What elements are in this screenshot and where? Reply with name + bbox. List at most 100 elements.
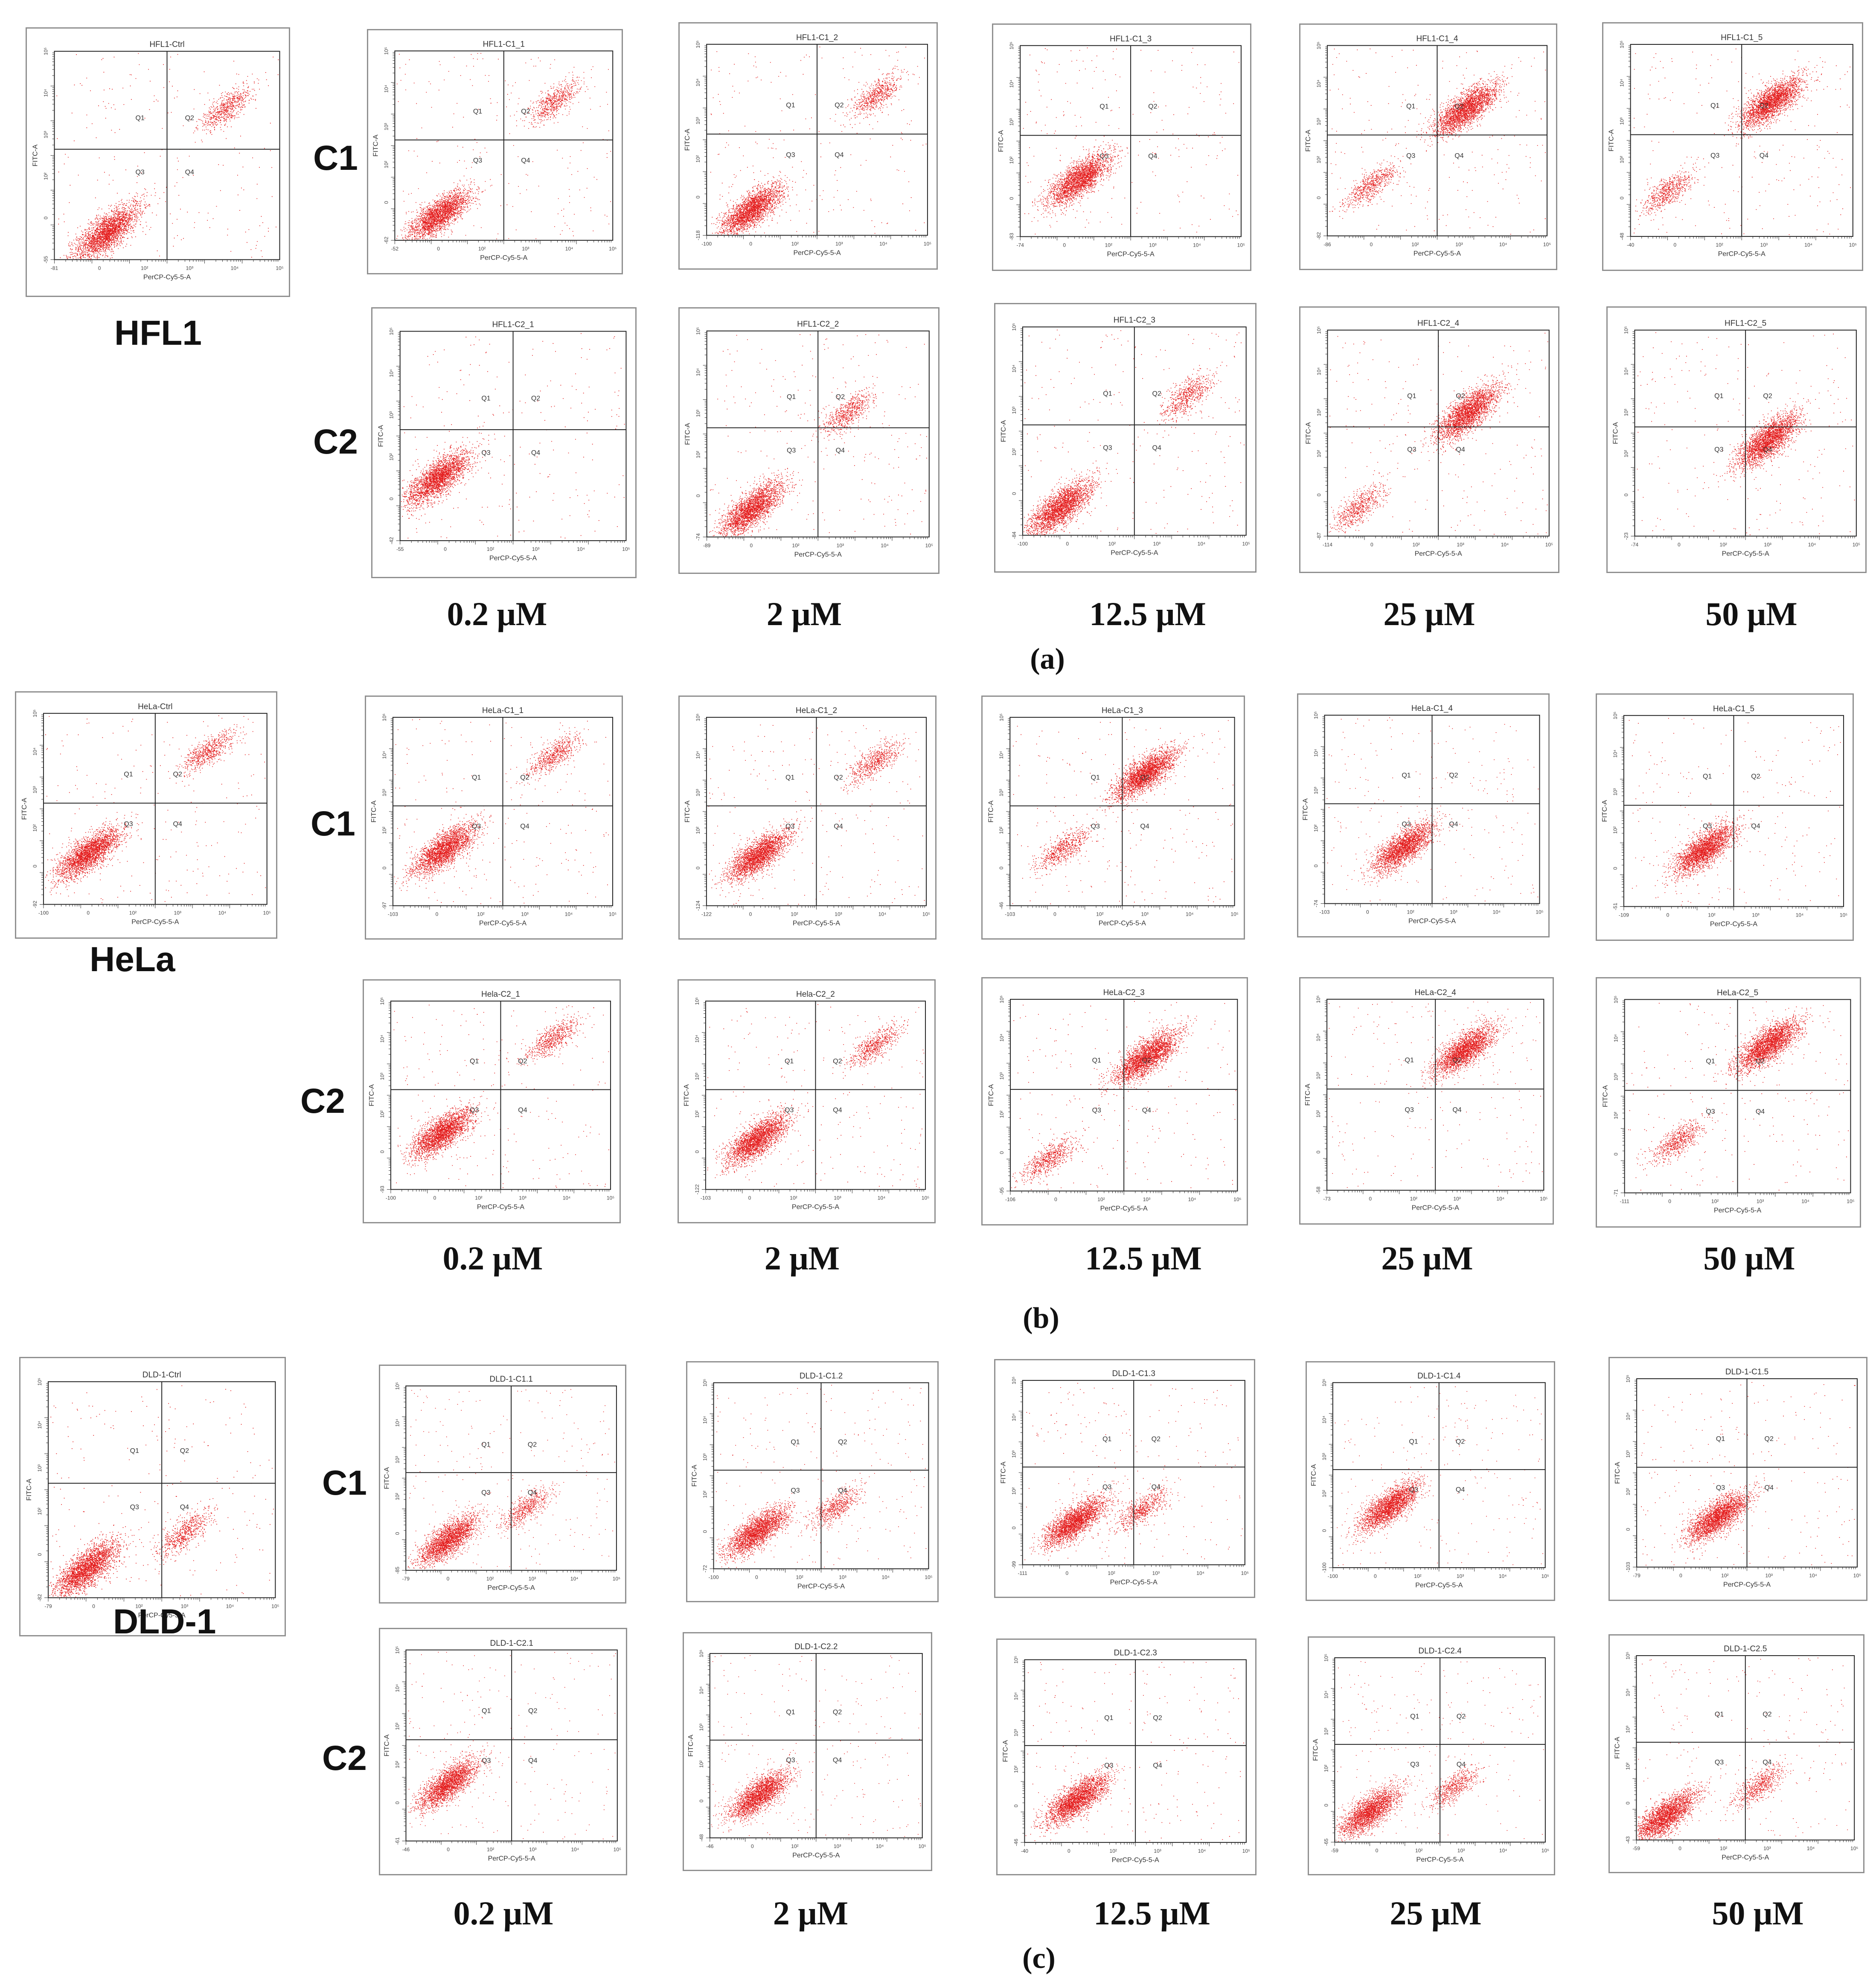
axis-ticks bbox=[1620, 1001, 1849, 1197]
y-tick-label: 0 bbox=[1013, 1804, 1019, 1807]
x-tick-label: 10⁴ bbox=[878, 911, 887, 917]
quadrant-label: Q3 bbox=[1406, 152, 1415, 160]
y-tick-label: 10⁴ bbox=[1613, 1034, 1619, 1042]
plot-title: HeLa-C1_5 bbox=[1713, 704, 1754, 713]
y-tick-label: 10³ bbox=[32, 786, 38, 793]
x-tick-label: 0 bbox=[92, 1603, 95, 1609]
y-tick-label: 10² bbox=[1625, 1763, 1631, 1770]
plot-title: HFL1-C2_3 bbox=[1114, 316, 1155, 325]
y-tick-label: 10² bbox=[1011, 1487, 1017, 1495]
quadrant-label: Q4 bbox=[836, 447, 845, 454]
x-tick-label: 0 bbox=[1066, 1570, 1069, 1576]
dot-plot: HFL1-C2_5 -74 0 10² 10³ 10⁴ 10⁵ -23 0 10² 10³ 10⁴ 10… bbox=[1612, 319, 1860, 558]
y-tick-label: 10³ bbox=[379, 1073, 385, 1080]
plot-hfl1-c2-4: HFL1-C2_4 -114 0 10² 10³ 10⁴ 10⁵ -87 0 10² 10³ 10⁴ 1… bbox=[1299, 306, 1559, 573]
quadrant-label: Q4 bbox=[521, 157, 530, 164]
quadrant-label: Q1 bbox=[1715, 1711, 1724, 1718]
y-tick-label: 10³ bbox=[1613, 1073, 1619, 1080]
y-tick-label: 0 bbox=[394, 1801, 400, 1804]
y-axis-label: FITC-A bbox=[684, 423, 692, 445]
scatter-points bbox=[56, 53, 279, 260]
quadrant-label: Q3 bbox=[1409, 1486, 1418, 1493]
x-tick-label: 10² bbox=[790, 1195, 797, 1201]
plot-hfl1-ctrl: HFL1-Ctrl -81 0 10² 10³ 10⁴ 10⁵ -55 0 10² 10³ 10⁴ 10… bbox=[26, 27, 290, 297]
plot-hela-c1-5: HeLa-C1_5 -109 0 10² 10³ 10⁴ 10⁵ -51 0 10² 10³ 10⁴ 1… bbox=[1596, 693, 1854, 941]
quadrant-label: Q1 bbox=[1092, 1057, 1101, 1064]
quadrant-label: Q2 bbox=[528, 1708, 537, 1715]
x-tick-label: 0 bbox=[87, 910, 90, 916]
quadrant-label: Q2 bbox=[835, 102, 843, 109]
y-tick-label: 0 bbox=[43, 216, 49, 219]
x-axis-label: PerCP-Cy5-5-A bbox=[480, 254, 527, 262]
concentration-label: 12.5 μM bbox=[1089, 595, 1206, 632]
scatter-points bbox=[1626, 1001, 1850, 1191]
x-tick-label: 10³ bbox=[1457, 541, 1464, 547]
quadrant-label: Q4 bbox=[1152, 444, 1161, 451]
plot-hfl1-c1-4: HFL1-C1_4 -86 0 10² 10³ 10⁴ 10⁵ -82 0 10² 10³ 10⁴ 10… bbox=[1299, 23, 1557, 270]
y-tick-label: 10⁵ bbox=[1613, 995, 1619, 1003]
x-axis-label: PerCP-Cy5-5-A bbox=[797, 1583, 845, 1590]
plot-dld1-c2-1: DLD-1-C2.1 -46 0 10² 10³ 10⁴ 10⁵ -61 0 10² 10³ 10⁴ 1… bbox=[379, 1628, 627, 1875]
y-tick-label: 10³ bbox=[1315, 1072, 1321, 1079]
dot-plot: DLD-1-Ctrl -79 0 10² 10³ 10⁴ 10⁵ -82 0 10² 10³ 10⁴ 1… bbox=[26, 1371, 279, 1619]
quadrant-label: Q2 bbox=[1152, 1436, 1161, 1443]
quadrant-label: Q2 bbox=[1153, 1714, 1162, 1722]
y-tick-label: 0 bbox=[1612, 867, 1618, 870]
plot-dld1-c1-5: DLD-1-C1.5 -79 0 10² 10³ 10⁴ 10⁵ -103 0 10² 10³ 10⁴… bbox=[1608, 1357, 1867, 1601]
x-axis-label: PerCP-Cy5-5-A bbox=[143, 274, 191, 281]
y-tick-label: 10⁵ bbox=[698, 1650, 704, 1657]
x-axis-label: PerCP-Cy5-5-A bbox=[1412, 1205, 1459, 1212]
y-tick-label: 10² bbox=[32, 824, 38, 832]
x-tick-label: 10² bbox=[1096, 911, 1103, 917]
concentration-label: 25 μM bbox=[1381, 1240, 1473, 1277]
quadrant-label: Q4 bbox=[1452, 1106, 1461, 1114]
y-tick-label: 10⁴ bbox=[381, 751, 387, 759]
quadrant-label: Q1 bbox=[1714, 393, 1723, 400]
x-tick-label: 10⁵ bbox=[1847, 1199, 1854, 1205]
plot-hfl1-c2-1: HFL1-C2_1 -55 0 10² 10³ 10⁴ 10⁵ -42 0 10² 10³ 10⁴ 10… bbox=[371, 307, 637, 578]
x-tick-label: -40 bbox=[1627, 242, 1635, 248]
x-tick-label: 10⁴ bbox=[577, 546, 585, 552]
y-tick-label: 10⁵ bbox=[1009, 42, 1015, 49]
x-tick-label: 10⁵ bbox=[1840, 912, 1847, 918]
quadrant-label: Q1 bbox=[1091, 774, 1100, 781]
x-tick-label: 0 bbox=[1376, 1848, 1379, 1854]
x-tick-label: 10⁵ bbox=[1242, 1848, 1250, 1854]
x-tick-label: 10⁵ bbox=[925, 1575, 932, 1580]
y-axis-label: FITC-A bbox=[21, 798, 28, 820]
x-tick-label: 10² bbox=[791, 241, 799, 247]
x-axis-label: PerCP-Cy5-5-A bbox=[794, 551, 842, 558]
quadrant-label: Q1 bbox=[1409, 1438, 1418, 1445]
plot-dld1-c2-5: DLD-1-C2.5 -59 0 10² 10³ 10⁴ 10⁵ -43 0 10² 10³ 10⁴ 1… bbox=[1608, 1634, 1864, 1873]
y-axis-label: FITC-A bbox=[1612, 422, 1619, 444]
quadrant-label: Q2 bbox=[1760, 102, 1768, 110]
x-tick-label: -89 bbox=[703, 542, 711, 548]
x-tick-label: 10² bbox=[1410, 1196, 1417, 1202]
plot-title: DLD-1-C1.5 bbox=[1725, 1368, 1768, 1377]
quadrant-label: Q3 bbox=[785, 1107, 794, 1114]
y-tick-label: 10⁴ bbox=[695, 79, 701, 87]
x-axis-label: PerCP-Cy5-5-A bbox=[792, 1204, 839, 1211]
x-tick-label: -106 bbox=[1005, 1196, 1015, 1202]
quadrant-label: Q3 bbox=[1405, 1106, 1414, 1114]
x-tick-label: -103 bbox=[388, 911, 398, 917]
quadrant-label: Q2 bbox=[1763, 1711, 1771, 1718]
x-tick-label: 10² bbox=[478, 246, 486, 252]
y-tick-label: 10⁵ bbox=[1619, 41, 1625, 48]
y-tick-label: 10² bbox=[1313, 824, 1319, 832]
y-tick-label: -103 bbox=[1625, 1562, 1631, 1572]
x-tick-label: 0 bbox=[1369, 1196, 1372, 1202]
quadrant-label: Q1 bbox=[481, 1441, 490, 1449]
axis-ticks bbox=[402, 1387, 615, 1575]
y-tick-label: -84 bbox=[1011, 531, 1017, 539]
dot-plot: DLD-1-C2.2 -46 0 10² 10³ 10⁴ 10⁵ -48 0 10² 10³ 10⁴ 1… bbox=[687, 1642, 926, 1859]
plot-title: HFL1-C1_2 bbox=[796, 33, 838, 42]
x-tick-label: 0 bbox=[750, 542, 753, 548]
y-tick-label: 10⁴ bbox=[389, 369, 395, 377]
dot-plot: HeLa-C1_1 -103 0 10² 10³ 10⁴ 10⁵ -97 0 10² 10³ 10⁴ 1… bbox=[370, 706, 617, 927]
x-tick-label: 10² bbox=[792, 542, 799, 548]
concentration-label: 50 μM bbox=[1705, 595, 1797, 632]
x-tick-label: -73 bbox=[1323, 1196, 1331, 1202]
axis-ticks bbox=[706, 1654, 921, 1842]
quadrant-label: Q2 bbox=[833, 1058, 842, 1065]
